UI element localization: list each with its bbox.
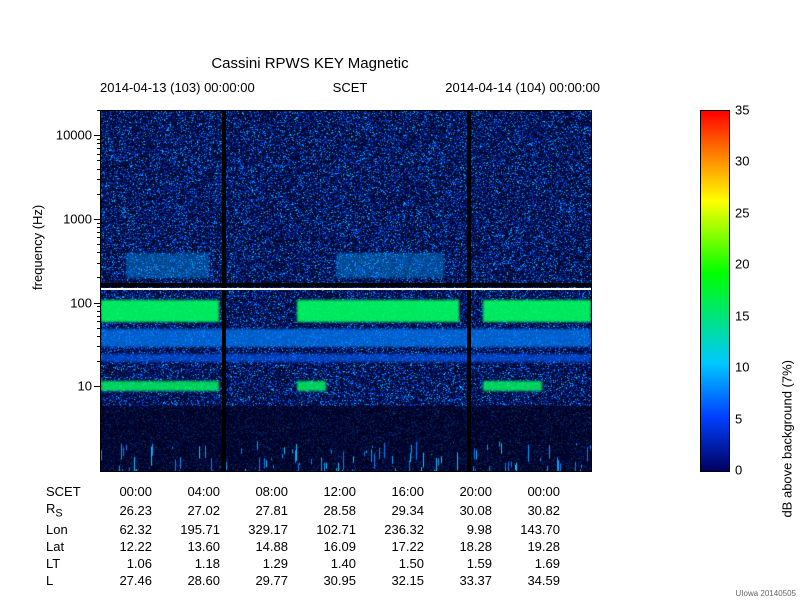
colorbar-tick-label: 15 [735, 308, 749, 323]
ephem-cell: 12.22 [90, 539, 156, 554]
ephem-cell: 9.98 [430, 522, 496, 537]
ephem-cell: 08:00 [226, 484, 292, 499]
ephem-cell: 30.82 [498, 501, 564, 520]
colorbar [700, 110, 730, 472]
ephem-row-header: LT [42, 556, 88, 571]
ephem-cell: 195.71 [158, 522, 224, 537]
data-gap [222, 111, 226, 471]
ephem-cell: 1.50 [362, 556, 428, 571]
ephem-cell: 19.28 [498, 539, 564, 554]
y-axis-label: frequency (Hz) [30, 205, 45, 290]
colorbar-tick-label: 5 [735, 411, 742, 426]
ephem-cell: 1.29 [226, 556, 292, 571]
ephem-cell: 13.60 [158, 539, 224, 554]
ephem-cell: 1.69 [498, 556, 564, 571]
ephem-row-header: L [42, 573, 88, 588]
ephem-cell: 16.09 [294, 539, 360, 554]
ephem-cell: 32.15 [362, 573, 428, 588]
colorbar-tick-label: 10 [735, 360, 749, 375]
ephem-cell: 102.71 [294, 522, 360, 537]
subtitle-right: 2014-04-14 (104) 00:00:00 [445, 80, 600, 95]
ephem-cell: 30.95 [294, 573, 360, 588]
ephem-cell: 1.18 [158, 556, 224, 571]
ephem-cell: 33.37 [430, 573, 496, 588]
ephem-cell: 236.32 [362, 522, 428, 537]
ephem-cell: 27.46 [90, 573, 156, 588]
ephem-cell: 27.02 [158, 501, 224, 520]
colorbar-tick-label: 20 [735, 257, 749, 272]
ephem-cell: 62.32 [90, 522, 156, 537]
ephem-cell: 17.22 [362, 539, 428, 554]
ephem-cell: 00:00 [90, 484, 156, 499]
ephem-cell: 20:00 [430, 484, 496, 499]
chart-subtitle: 2014-04-13 (103) 00:00:00 SCET 2014-04-1… [100, 80, 600, 95]
ephem-cell: 27.81 [226, 501, 292, 520]
subtitle-left: 2014-04-13 (103) 00:00:00 [100, 80, 255, 95]
y-tick-label: 10 [78, 379, 92, 394]
ephem-cell: 00:00 [498, 484, 564, 499]
spectrogram-plot [100, 110, 592, 472]
colorbar-label: dB above background (7%) [780, 360, 795, 518]
ephem-cell: 1.59 [430, 556, 496, 571]
ephem-cell: 30.08 [430, 501, 496, 520]
ephem-cell: 34.59 [498, 573, 564, 588]
data-gap [467, 111, 471, 471]
y-axis-ticks: 10 100 1000 10000 [55, 110, 100, 470]
ephemeris-table: SCET00:0004:0008:0012:0016:0020:0000:00R… [40, 482, 566, 590]
colorbar-tick-label: 35 [735, 103, 749, 118]
ephem-cell: 329.17 [226, 522, 292, 537]
subtitle-mid: SCET [333, 80, 368, 95]
y-tick-label: 1000 [63, 211, 92, 226]
colorbar-tick-label: 0 [735, 463, 742, 478]
ephem-row-header: Lon [42, 522, 88, 537]
ephem-cell: 29.77 [226, 573, 292, 588]
colorbar-tick-label: 25 [735, 205, 749, 220]
ephem-cell: 1.40 [294, 556, 360, 571]
ephem-cell: 28.60 [158, 573, 224, 588]
ephem-row-header: SCET [42, 484, 88, 499]
fce-line [101, 288, 591, 290]
colorbar-ticks: 05101520253035 [735, 110, 765, 470]
ephem-cell: 29.34 [362, 501, 428, 520]
y-tick-label: 10000 [56, 128, 92, 143]
ephem-cell: 16:00 [362, 484, 428, 499]
ephem-row-header: RS [42, 501, 88, 520]
ephem-row-header: Lat [42, 539, 88, 554]
ephem-cell: 04:00 [158, 484, 224, 499]
ephem-cell: 18.28 [430, 539, 496, 554]
chart-title: Cassini RPWS KEY Magnetic [0, 55, 620, 72]
footer-text: UIowa 20140505 [736, 589, 797, 598]
y-tick-label: 100 [70, 295, 92, 310]
ephem-cell: 1.06 [90, 556, 156, 571]
ephem-cell: 143.70 [498, 522, 564, 537]
ephem-cell: 28.58 [294, 501, 360, 520]
figure: Cassini RPWS KEY Magnetic 2014-04-13 (10… [0, 0, 800, 600]
colorbar-tick-label: 30 [735, 154, 749, 169]
ephem-cell: 26.23 [90, 501, 156, 520]
ephem-cell: 14.88 [226, 539, 292, 554]
ephem-cell: 12:00 [294, 484, 360, 499]
